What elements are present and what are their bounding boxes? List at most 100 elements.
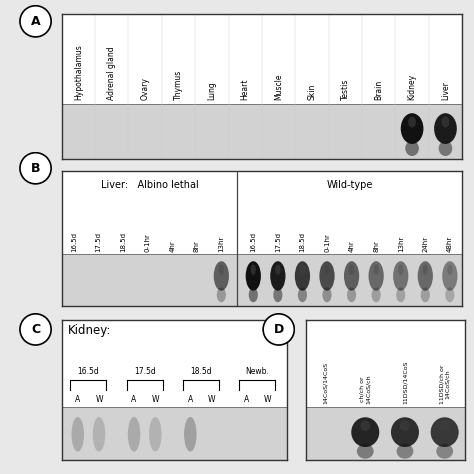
- FancyBboxPatch shape: [306, 407, 465, 460]
- Ellipse shape: [219, 264, 224, 275]
- Ellipse shape: [344, 261, 359, 291]
- Text: 8hr: 8hr: [194, 240, 200, 252]
- Text: A: A: [131, 395, 137, 404]
- Text: Thymus: Thymus: [174, 70, 183, 100]
- Ellipse shape: [393, 261, 408, 291]
- Text: 13hr: 13hr: [219, 235, 224, 252]
- Text: A: A: [75, 395, 81, 404]
- Text: ch/ch or
14CoS/ch: ch/ch or 14CoS/ch: [360, 374, 371, 404]
- Ellipse shape: [436, 444, 453, 459]
- Text: B: B: [31, 162, 40, 175]
- Ellipse shape: [347, 288, 356, 302]
- Ellipse shape: [149, 417, 162, 452]
- Text: A: A: [188, 395, 193, 404]
- FancyBboxPatch shape: [62, 407, 287, 460]
- Ellipse shape: [441, 117, 449, 128]
- Text: 24hr: 24hr: [422, 236, 428, 252]
- Text: W: W: [208, 395, 215, 404]
- Ellipse shape: [349, 264, 354, 275]
- Ellipse shape: [398, 264, 403, 275]
- Text: Testis: Testis: [341, 79, 350, 100]
- Text: 11DSD/ch or
14CoS/ch: 11DSD/ch or 14CoS/ch: [439, 365, 450, 404]
- Text: A: A: [31, 15, 40, 28]
- Ellipse shape: [128, 417, 140, 452]
- Text: Kidney: Kidney: [408, 74, 417, 100]
- Circle shape: [20, 314, 51, 345]
- Text: C: C: [31, 323, 40, 336]
- Ellipse shape: [217, 288, 226, 302]
- Text: 48hr: 48hr: [447, 236, 453, 252]
- Text: A: A: [244, 395, 249, 404]
- Text: W: W: [95, 395, 103, 404]
- Ellipse shape: [401, 113, 423, 144]
- Ellipse shape: [275, 264, 281, 275]
- Ellipse shape: [319, 261, 335, 291]
- Ellipse shape: [251, 264, 256, 275]
- Text: 17.5d: 17.5d: [134, 367, 155, 376]
- Ellipse shape: [431, 417, 459, 447]
- Text: 16.5d: 16.5d: [250, 232, 256, 252]
- Text: 0-1hr: 0-1hr: [324, 233, 330, 252]
- Ellipse shape: [405, 141, 419, 156]
- Ellipse shape: [397, 444, 413, 459]
- Text: D: D: [273, 323, 284, 336]
- Ellipse shape: [434, 113, 457, 144]
- Text: Heart: Heart: [241, 79, 250, 100]
- Ellipse shape: [442, 261, 457, 291]
- Text: 16.5d: 16.5d: [71, 232, 77, 252]
- Text: 17.5d: 17.5d: [275, 232, 281, 252]
- Ellipse shape: [246, 261, 261, 291]
- Ellipse shape: [408, 117, 416, 128]
- Text: 18.5d: 18.5d: [190, 367, 212, 376]
- Ellipse shape: [438, 141, 452, 156]
- Text: Brain: Brain: [374, 80, 383, 100]
- Text: Hypothalamus: Hypothalamus: [74, 45, 83, 100]
- Text: Wild-type: Wild-type: [327, 180, 373, 190]
- Circle shape: [263, 314, 294, 345]
- Ellipse shape: [368, 261, 384, 291]
- Ellipse shape: [322, 288, 332, 302]
- Text: Liver: Liver: [441, 82, 450, 100]
- Text: 11DSD/14CoS: 11DSD/14CoS: [402, 360, 408, 404]
- Text: W: W: [152, 395, 159, 404]
- Ellipse shape: [400, 420, 410, 431]
- Text: 16.5d: 16.5d: [78, 367, 99, 376]
- Text: 0-1hr: 0-1hr: [145, 233, 151, 252]
- Text: Kidney:: Kidney:: [68, 324, 112, 337]
- Ellipse shape: [351, 417, 379, 447]
- Ellipse shape: [298, 288, 307, 302]
- FancyBboxPatch shape: [62, 104, 462, 159]
- Text: Adrenal gland: Adrenal gland: [107, 46, 116, 100]
- Ellipse shape: [72, 417, 84, 452]
- Text: 18.5d: 18.5d: [120, 232, 126, 252]
- Ellipse shape: [372, 288, 381, 302]
- Text: 4hr: 4hr: [169, 240, 175, 252]
- FancyBboxPatch shape: [62, 255, 462, 306]
- Text: 13hr: 13hr: [398, 235, 404, 252]
- Ellipse shape: [418, 261, 433, 291]
- Text: 14CoS/14CoS: 14CoS/14CoS: [323, 362, 328, 404]
- Text: 4hr: 4hr: [348, 240, 355, 252]
- Circle shape: [20, 6, 51, 37]
- Text: Ovary: Ovary: [141, 77, 150, 100]
- Text: Skin: Skin: [308, 84, 317, 100]
- Ellipse shape: [295, 261, 310, 291]
- Ellipse shape: [93, 417, 105, 452]
- Text: 17.5d: 17.5d: [95, 232, 101, 252]
- Ellipse shape: [273, 288, 283, 302]
- Ellipse shape: [360, 420, 370, 431]
- Ellipse shape: [184, 417, 197, 452]
- Text: 8hr: 8hr: [373, 240, 379, 252]
- Text: W: W: [264, 395, 272, 404]
- Ellipse shape: [440, 420, 449, 431]
- Text: Muscle: Muscle: [274, 74, 283, 100]
- Ellipse shape: [396, 288, 405, 302]
- Circle shape: [20, 153, 51, 184]
- Ellipse shape: [324, 264, 330, 275]
- Ellipse shape: [249, 288, 258, 302]
- Ellipse shape: [391, 417, 419, 447]
- Text: Lung: Lung: [207, 82, 216, 100]
- Ellipse shape: [300, 264, 305, 275]
- Ellipse shape: [214, 261, 229, 291]
- Ellipse shape: [357, 444, 374, 459]
